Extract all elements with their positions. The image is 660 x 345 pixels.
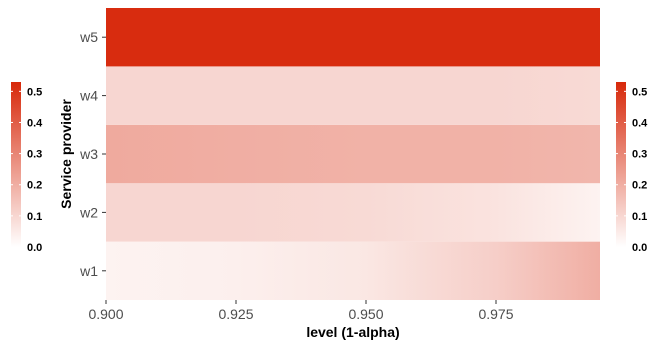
colorbar-label: 0.1	[27, 211, 42, 223]
y-tick-label-w1: w1	[79, 263, 98, 279]
y-tick-label-w4: w4	[79, 88, 98, 104]
y-axis-title: Service provider	[58, 99, 74, 209]
colorbar-right	[616, 82, 626, 247]
heatmap-row-w4	[106, 66, 600, 125]
y-tick-label-w3: w3	[79, 146, 98, 162]
x-tick-label: 0.925	[218, 306, 253, 322]
colorbar-label: 0.3	[27, 149, 42, 161]
heatmap-row-w5	[106, 8, 600, 67]
y-tick-label-w2: w2	[79, 204, 98, 220]
colorbar-label: 0.1	[632, 211, 647, 223]
legend-left: 0.0 0.1 0.2 0.3 0.4 0.5	[11, 82, 43, 254]
x-tick-label: 0.950	[348, 306, 383, 322]
colorbar-label: 0.5	[27, 86, 42, 98]
colorbar-label: 0.5	[632, 86, 647, 98]
colorbar-label: 0.3	[632, 149, 647, 161]
y-tick-label-w5: w5	[79, 29, 98, 45]
x-axis: 0.900 0.925 0.950 0.975	[88, 300, 514, 322]
colorbar-label: 0.2	[27, 180, 42, 192]
colorbar-label: 0.4	[632, 117, 648, 129]
colorbar-label: 0.0	[632, 242, 647, 254]
legend-right: 0.0 0.1 0.2 0.3 0.4 0.5	[616, 82, 648, 254]
x-tick-label: 0.975	[478, 306, 513, 322]
y-axis: w1 w2 w3 w4 w5	[79, 29, 106, 279]
heatmap-row-w3	[106, 124, 600, 184]
x-tick-label: 0.900	[88, 306, 123, 322]
heatmap-row-w2	[106, 183, 600, 242]
colorbar-left	[11, 82, 21, 247]
colorbar-label: 0.0	[27, 242, 42, 254]
colorbar-label: 0.2	[632, 180, 647, 192]
heatmap-row-w1	[106, 241, 600, 300]
colorbar-label: 0.4	[27, 117, 43, 129]
heatmap-tiles	[106, 8, 600, 300]
x-axis-title: level (1-alpha)	[306, 324, 399, 340]
